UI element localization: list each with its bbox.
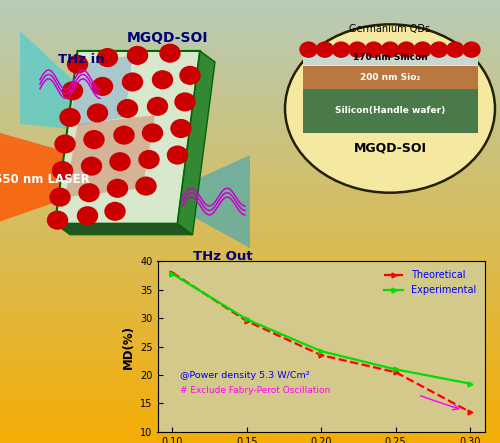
Polygon shape [70,55,132,126]
Circle shape [365,42,382,57]
Theoretical [467,409,473,415]
Circle shape [316,42,334,57]
Circle shape [160,44,180,62]
Experimental [318,349,324,354]
Circle shape [110,153,130,171]
Experimental [244,317,250,322]
Circle shape [168,146,188,164]
Circle shape [62,82,82,100]
Text: THz Out: THz Out [192,250,252,264]
Experimental [467,381,473,386]
Circle shape [60,109,80,126]
Ellipse shape [285,24,495,193]
Polygon shape [20,31,132,135]
Circle shape [398,42,415,57]
Circle shape [79,184,99,202]
Circle shape [88,104,108,122]
FancyBboxPatch shape [302,51,478,65]
Experimental [170,271,175,276]
Circle shape [98,49,117,66]
Polygon shape [55,51,200,224]
Circle shape [118,100,138,117]
Circle shape [108,179,128,197]
Circle shape [175,93,195,111]
Circle shape [52,162,72,179]
Theoretical [244,319,250,324]
Circle shape [114,126,134,144]
Circle shape [349,42,366,57]
Polygon shape [158,155,250,248]
Circle shape [68,55,87,73]
Circle shape [180,66,200,84]
Text: MGQD-SOI: MGQD-SOI [127,31,208,45]
Circle shape [92,78,112,95]
Circle shape [382,42,398,57]
Circle shape [48,211,68,229]
Circle shape [148,97,168,115]
Text: 200 nm Sio₂: 200 nm Sio₂ [360,73,420,82]
Circle shape [105,202,125,220]
Circle shape [430,42,448,57]
Text: THz in: THz in [58,53,104,66]
Circle shape [332,42,349,57]
Polygon shape [178,51,215,235]
Text: MGQD-SOI: MGQD-SOI [354,142,426,155]
Line: Experimental: Experimental [170,272,472,386]
Circle shape [446,42,464,57]
Theoretical [318,353,324,358]
Circle shape [136,177,156,195]
Circle shape [463,42,480,57]
Circle shape [55,135,75,153]
Circle shape [122,73,142,91]
Legend: Theoretical, Experimental: Theoretical, Experimental [380,266,480,299]
Polygon shape [65,115,155,197]
Theoretical [392,369,398,375]
Polygon shape [0,133,140,222]
Text: 170 nm Silicon: 170 nm Silicon [352,53,428,62]
Circle shape [84,131,104,148]
Text: Germanium QDs: Germanium QDs [350,24,430,34]
Polygon shape [55,224,192,235]
Text: # Exclude Fabry-Perot Oscillation: # Exclude Fabry-Perot Oscillation [180,386,330,396]
Circle shape [171,120,191,137]
Text: 1550 nm LASER: 1550 nm LASER [0,173,90,186]
Y-axis label: MD(%): MD(%) [122,325,134,369]
Circle shape [300,42,317,57]
Circle shape [414,42,431,57]
Line: Theoretical: Theoretical [170,270,472,415]
FancyBboxPatch shape [302,89,478,133]
Circle shape [128,47,148,64]
Theoretical [170,270,175,276]
Circle shape [78,207,98,225]
Circle shape [139,151,159,168]
Circle shape [142,124,163,142]
Text: @Power density 5.3 W/Cm²: @Power density 5.3 W/Cm² [180,371,310,380]
Circle shape [82,157,102,175]
Circle shape [152,71,172,89]
Text: Silicon(Handle wafer): Silicon(Handle wafer) [335,106,445,115]
Circle shape [50,188,70,206]
Experimental [392,367,398,372]
FancyBboxPatch shape [302,66,478,89]
